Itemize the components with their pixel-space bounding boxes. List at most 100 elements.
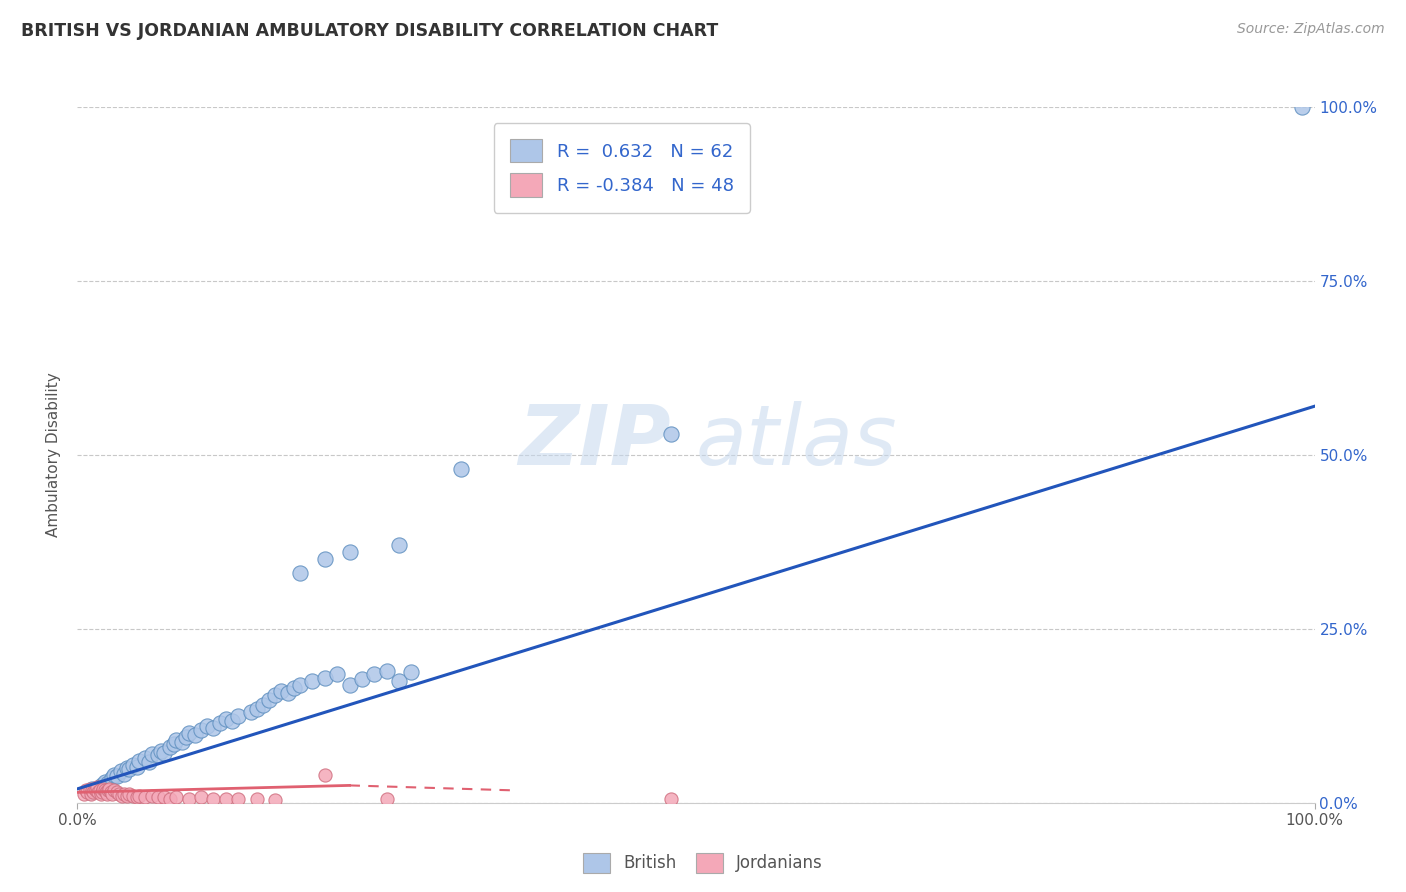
Point xyxy=(115,789,138,803)
Point xyxy=(91,778,114,792)
Point xyxy=(208,715,231,730)
Point xyxy=(91,781,114,796)
Point xyxy=(339,677,361,691)
Point xyxy=(165,790,187,805)
Point xyxy=(401,665,423,679)
Point xyxy=(202,721,225,735)
Point xyxy=(190,723,212,737)
Point xyxy=(89,780,111,795)
Point xyxy=(288,677,311,691)
Point xyxy=(97,776,120,790)
Point xyxy=(283,681,305,695)
Point xyxy=(165,733,187,747)
Point xyxy=(75,783,97,797)
Point xyxy=(659,427,682,442)
Point xyxy=(138,756,160,770)
Point xyxy=(79,781,101,796)
Point xyxy=(264,688,287,702)
Point xyxy=(125,790,148,805)
Point xyxy=(202,791,225,805)
Point xyxy=(177,791,200,805)
Point xyxy=(153,790,176,805)
Point xyxy=(388,674,411,689)
Point xyxy=(83,781,105,796)
Point xyxy=(112,766,135,780)
Point xyxy=(111,789,134,803)
Point xyxy=(141,747,163,761)
Point xyxy=(190,790,212,805)
Point xyxy=(146,790,169,805)
Point xyxy=(112,788,135,802)
Point xyxy=(314,552,336,566)
Point xyxy=(163,737,186,751)
Point xyxy=(100,785,122,799)
Point xyxy=(93,783,115,797)
Point xyxy=(141,789,163,803)
Point xyxy=(288,566,311,581)
Text: ZIP: ZIP xyxy=(519,401,671,482)
Point xyxy=(72,788,94,802)
Point xyxy=(110,764,132,779)
Point xyxy=(246,702,269,716)
Text: Source: ZipAtlas.com: Source: ZipAtlas.com xyxy=(1237,22,1385,37)
Point xyxy=(172,734,194,748)
Point xyxy=(450,462,472,476)
Point xyxy=(252,698,274,713)
Point xyxy=(314,671,336,685)
Point xyxy=(87,785,110,799)
Point xyxy=(134,750,156,764)
Point xyxy=(118,788,141,802)
Point xyxy=(350,672,373,686)
Y-axis label: Ambulatory Disability: Ambulatory Disability xyxy=(46,373,62,537)
Point xyxy=(177,726,200,740)
Point xyxy=(375,664,398,678)
Point xyxy=(86,780,108,795)
Point xyxy=(82,781,104,796)
Point xyxy=(215,792,238,806)
Point xyxy=(146,748,169,763)
Point xyxy=(339,545,361,559)
Point xyxy=(97,783,120,797)
Legend: British, Jordanians: British, Jordanians xyxy=(576,847,830,880)
Point xyxy=(128,754,150,768)
Text: atlas: atlas xyxy=(696,401,897,482)
Point xyxy=(76,785,98,799)
Point xyxy=(125,759,148,773)
Point xyxy=(82,783,104,797)
Point xyxy=(103,783,125,797)
Point xyxy=(84,783,107,797)
Point xyxy=(277,686,299,700)
Point xyxy=(98,781,121,796)
Text: BRITISH VS JORDANIAN AMBULATORY DISABILITY CORRELATION CHART: BRITISH VS JORDANIAN AMBULATORY DISABILI… xyxy=(21,22,718,40)
Point xyxy=(257,693,280,707)
Point xyxy=(103,768,125,782)
Point xyxy=(128,789,150,803)
Point xyxy=(115,761,138,775)
Point xyxy=(270,684,292,698)
Point xyxy=(159,740,181,755)
Point xyxy=(326,667,349,681)
Point xyxy=(1291,100,1313,114)
Point xyxy=(134,790,156,805)
Point xyxy=(150,744,173,758)
Point xyxy=(79,785,101,799)
Point xyxy=(105,769,128,783)
Point xyxy=(108,788,131,802)
Point xyxy=(96,788,118,802)
Point xyxy=(659,792,682,806)
Point xyxy=(153,746,176,760)
Point xyxy=(101,772,124,786)
Point xyxy=(122,757,145,772)
Point xyxy=(122,789,145,803)
Point xyxy=(375,792,398,806)
Point xyxy=(226,708,249,723)
Point xyxy=(195,719,218,733)
Point xyxy=(226,791,249,805)
Point xyxy=(314,768,336,782)
Point xyxy=(264,793,287,807)
Point xyxy=(94,785,117,799)
Point xyxy=(101,788,124,802)
Point xyxy=(239,706,262,720)
Point xyxy=(118,763,141,777)
Point xyxy=(246,792,269,806)
